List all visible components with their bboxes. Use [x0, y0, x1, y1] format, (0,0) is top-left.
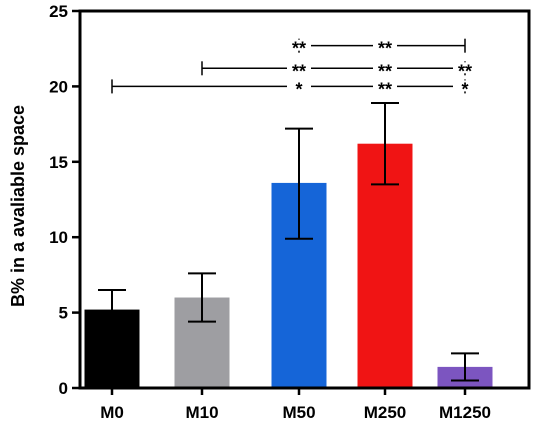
y-tick-label-20: 20 — [49, 77, 68, 96]
axes-layer — [78, 9, 531, 390]
y-tick-label-10: 10 — [49, 228, 68, 247]
significance-label-bg — [287, 39, 311, 51]
x-categories-layer: M0 M10 M50 M250 M1250 — [100, 388, 491, 422]
significance-label-bg — [453, 80, 477, 92]
error-bar-m50 — [285, 127, 313, 240]
error-bars-layer — [98, 101, 479, 382]
y-tick-label-25: 25 — [49, 2, 68, 21]
x-tick-label-m250: M250 — [364, 403, 407, 422]
significance-label: * — [295, 79, 302, 99]
significance-label: * — [461, 79, 468, 99]
significance-bracket-3: * ** * — [111, 79, 477, 99]
significance-label: ** — [378, 79, 392, 99]
y-axis-label: B% in a avaliable space — [8, 105, 28, 307]
significance-label-bg — [287, 62, 311, 74]
significance-label: ** — [292, 39, 306, 59]
significance-label-bg — [373, 62, 397, 74]
significance-bracket-1: ** ** — [287, 38, 466, 59]
y-tick-label-5: 5 — [59, 304, 68, 323]
significance-label-bg — [373, 80, 397, 92]
y-axis-label-group: B% in a avaliable space — [8, 105, 28, 307]
significance-label: ** — [458, 61, 472, 81]
y-tick-label-15: 15 — [49, 153, 68, 172]
error-bar-m1250 — [451, 352, 479, 382]
x-tick-label-m0: M0 — [100, 403, 124, 422]
x-tick-label-m1250: M1250 — [439, 403, 491, 422]
error-bar-m10 — [188, 272, 216, 323]
bars-layer — [84, 143, 493, 388]
significance-label: ** — [378, 61, 392, 81]
plot-frame — [78, 9, 531, 390]
error-bar-m0 — [98, 288, 126, 331]
significance-label-bg — [453, 62, 477, 74]
x-tick-label-m10: M10 — [185, 403, 218, 422]
significance-label: ** — [378, 39, 392, 59]
significance-label: ** — [292, 61, 306, 81]
significance-layer: ** **** ** *** ** * — [111, 38, 477, 99]
y-ticks-layer: 0 5 10 15 20 25 — [49, 2, 80, 398]
significance-bracket-2: ** ** ** — [201, 61, 477, 81]
significance-label-bg — [287, 80, 311, 92]
error-bar-m250 — [371, 101, 399, 186]
y-tick-label-0: 0 — [59, 379, 68, 398]
significance-label-bg — [373, 39, 397, 51]
x-tick-label-m50: M50 — [282, 403, 315, 422]
